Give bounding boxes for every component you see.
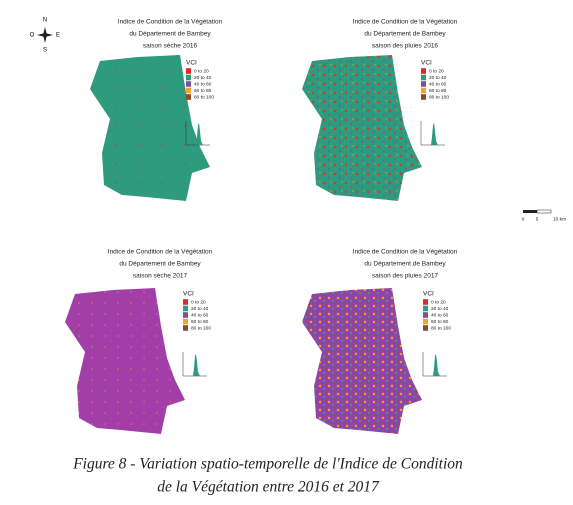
legend-title: VCI — [421, 60, 432, 67]
compass-e: E — [56, 33, 60, 39]
legend-swatch — [183, 312, 188, 318]
legend-label: 60 to 80 — [191, 319, 209, 325]
panel-title: Indice de Condition de la Végétation — [353, 19, 458, 26]
legend-label: 80 to 100 — [194, 94, 214, 100]
panel-title: du Département de Bambey — [119, 261, 201, 268]
legend-swatch — [183, 305, 188, 312]
panel-title: Indice de Condition de la Végétation — [353, 249, 458, 256]
histogram — [420, 120, 446, 146]
legend-label: 0 to 20 — [431, 299, 446, 305]
map-2 — [302, 55, 422, 201]
legend-swatch — [421, 94, 426, 100]
legend-label: 60 to 80 — [429, 88, 447, 94]
panel-title: Indice de Condition de la Végétation — [108, 249, 213, 256]
compass-w: O — [30, 33, 35, 39]
scale-label: 10 km — [553, 216, 566, 222]
legend-swatch — [183, 318, 188, 325]
legend-label: 80 to 100 — [431, 325, 451, 331]
legend-label: 40 to 60 — [191, 312, 209, 318]
map-3 — [65, 288, 185, 434]
legend-label: 0 to 20 — [194, 68, 209, 74]
panel-title: du Département de Bambey — [364, 31, 446, 38]
legend-label: 0 to 20 — [191, 299, 206, 305]
legend-title: VCI — [423, 291, 434, 298]
legend-swatch — [423, 325, 428, 331]
compass-n: N — [43, 18, 47, 24]
panel-title: saison des pluies 2016 — [372, 43, 439, 50]
legend-label: 40 to 60 — [431, 312, 449, 318]
legend-label: 60 to 80 — [194, 88, 212, 94]
legend-swatch — [423, 318, 428, 325]
legend-label: 20 to 40 — [191, 306, 209, 312]
legend-label: 60 to 80 — [431, 319, 449, 325]
map-4 — [302, 288, 422, 434]
legend-label: 80 to 100 — [429, 94, 449, 100]
legend-label: 40 to 60 — [194, 81, 212, 87]
legend-swatch — [186, 68, 191, 74]
scale-label: 5 — [536, 216, 539, 222]
panel-title: du Département de Bambey — [129, 31, 211, 38]
legend-swatch — [421, 74, 426, 81]
panel-title: saison sèche 2017 — [133, 273, 188, 280]
legend-swatch — [423, 305, 428, 312]
legend-swatch — [183, 299, 188, 305]
compass: N S E O — [30, 18, 60, 54]
compass-s: S — [43, 48, 47, 54]
panel-title: saison sèche 2016 — [143, 43, 198, 50]
legend-title: VCI — [186, 60, 197, 67]
panel-title: Indice de Condition de la Végétation — [118, 19, 223, 26]
legend-label: 40 to 60 — [429, 81, 447, 87]
legend-swatch — [183, 325, 188, 331]
legend-swatch — [423, 299, 428, 305]
histogram — [182, 351, 208, 377]
legend-label: 20 to 40 — [431, 306, 449, 312]
legend-label: 80 to 100 — [191, 325, 211, 331]
legend-swatch — [186, 87, 191, 94]
histogram — [422, 351, 448, 377]
scale-label: 0 — [522, 216, 525, 222]
legend-swatch — [423, 312, 428, 318]
legend-swatch — [421, 81, 426, 87]
panel-title: du Département de Bambey — [364, 261, 446, 268]
legend-swatch — [421, 68, 426, 74]
legend-label: 20 to 40 — [429, 75, 447, 81]
caption: de la Végétation entre 2016 et 2017 — [157, 479, 380, 496]
legend-label: 0 to 20 — [429, 68, 444, 74]
legend-swatch — [186, 74, 191, 81]
legend-title: VCI — [183, 291, 194, 298]
legend-swatch — [421, 87, 426, 94]
map-1 — [90, 55, 210, 201]
legend-swatch — [186, 94, 191, 100]
panel-title: saison des pluies 2017 — [372, 273, 439, 280]
legend-label: 20 to 40 — [194, 75, 212, 81]
scale-bar: 0 5 10 km — [522, 209, 566, 222]
legend-swatch — [186, 81, 191, 87]
caption: Figure 8 - Variation spatio-temporelle d… — [72, 456, 463, 473]
